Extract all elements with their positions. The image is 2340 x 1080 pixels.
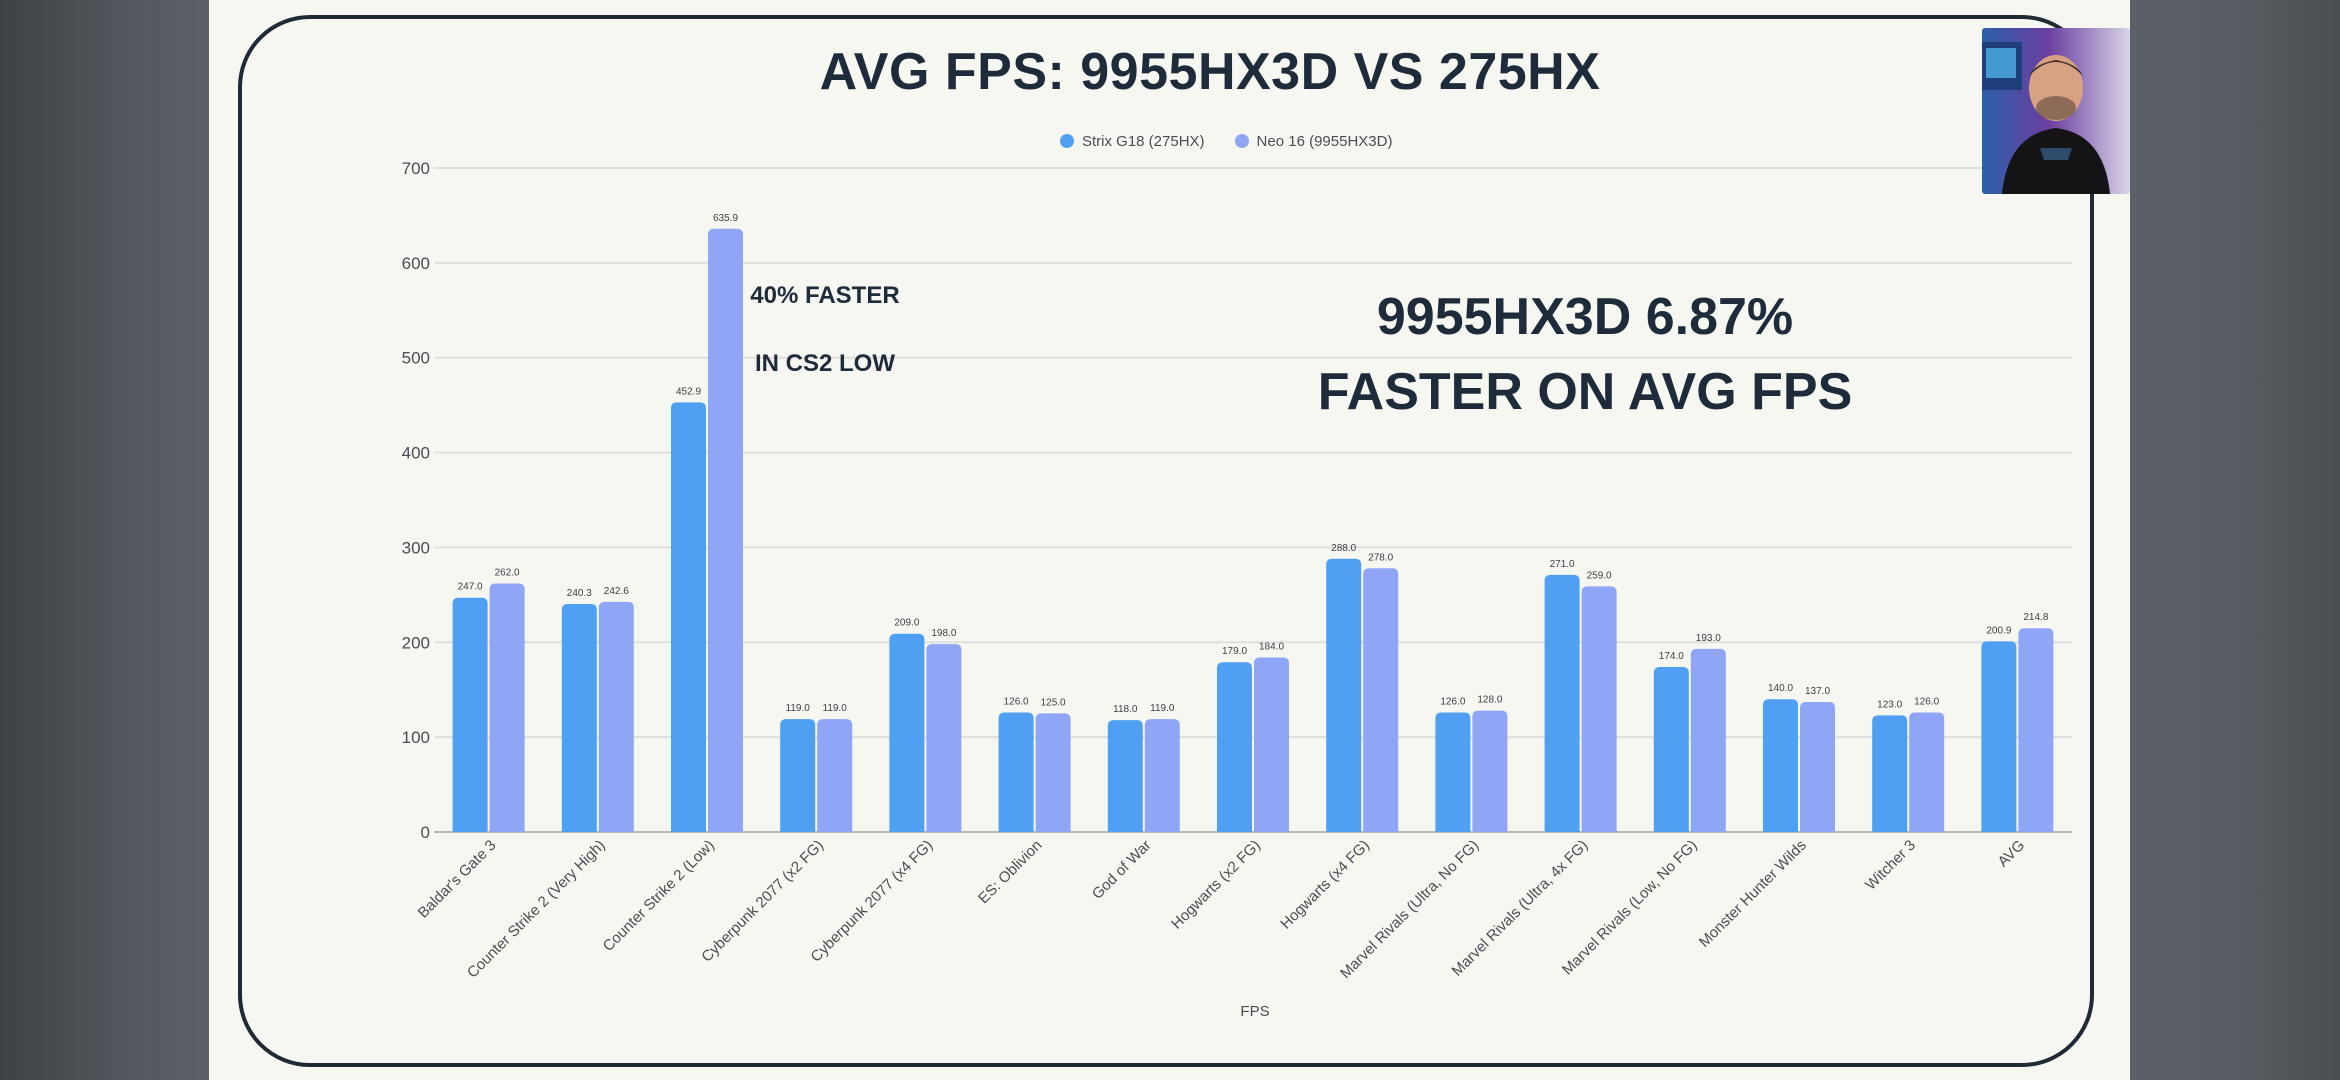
data-label: 123.0 — [1877, 699, 1902, 710]
presentation-slide — [209, 0, 2130, 1080]
bar — [561, 604, 597, 832]
y-tick-label: 600 — [402, 254, 430, 273]
bar — [1909, 712, 1945, 832]
data-label: 635.9 — [713, 213, 738, 224]
data-label: 262.0 — [495, 567, 520, 578]
bar — [1763, 699, 1798, 832]
y-tick-label: 500 — [402, 349, 430, 368]
data-label: 200.9 — [1986, 625, 2011, 636]
data-label: 271.0 — [1550, 559, 1575, 570]
bar — [1107, 720, 1143, 832]
bar — [1363, 568, 1399, 832]
bar — [598, 601, 634, 832]
x-tick-label: Witcher 3 — [1862, 837, 1919, 894]
bar — [1144, 719, 1180, 832]
data-label: 179.0 — [1222, 646, 1247, 657]
data-label: 247.0 — [458, 582, 483, 593]
x-tick-label: Counter Strike 2 (Low) — [600, 837, 718, 955]
bar — [780, 719, 816, 832]
x-axis-label: FPS — [1240, 1003, 1269, 1020]
legend-label-neo: Neo 16 (9955HX3D) — [1256, 132, 1393, 150]
y-tick-label: 300 — [402, 538, 430, 557]
data-label: 126.0 — [1440, 696, 1465, 707]
bar — [1035, 713, 1071, 832]
x-tick-label: Monster Hunter Wilds — [1696, 837, 1810, 951]
bar — [489, 583, 525, 832]
bar — [671, 402, 706, 832]
data-label: 278.0 — [1368, 552, 1393, 563]
data-label: 193.0 — [1696, 633, 1721, 644]
legend-item-neo: Neo 16 (9955HX3D) — [1234, 132, 1393, 150]
webcam-overlay — [1982, 28, 2130, 194]
bar — [1254, 657, 1289, 832]
data-label: 119.0 — [1150, 703, 1175, 714]
x-tick-label: God of War — [1089, 837, 1155, 903]
y-tick-label: 200 — [402, 633, 430, 652]
bar — [1435, 712, 1471, 832]
data-label: 126.0 — [1004, 696, 1029, 707]
video-background-right — [2130, 0, 2340, 1080]
bar — [1800, 702, 1835, 832]
x-tick-label: ES: Oblivion — [975, 837, 1045, 907]
bar — [1872, 715, 1908, 832]
legend-label-strix: Strix G18 (275HX) — [1082, 132, 1205, 150]
bar — [926, 644, 962, 832]
presenter-image — [1982, 28, 2130, 194]
x-tick-label: Cyberpunk 2077 (x2 FG) — [698, 837, 827, 966]
data-label: 118.0 — [1113, 704, 1138, 715]
slide-frame — [238, 15, 2094, 1067]
bar — [1653, 666, 1689, 832]
data-label: 209.0 — [894, 618, 919, 629]
bar — [817, 719, 853, 832]
bar — [1690, 648, 1726, 832]
y-tick-label: 100 — [402, 728, 430, 747]
bar — [708, 228, 743, 833]
data-label: 140.0 — [1768, 683, 1793, 694]
bar — [1981, 641, 2017, 832]
y-tick-label: 700 — [402, 159, 430, 178]
data-label: 214.8 — [2023, 612, 2048, 623]
bar — [1581, 586, 1617, 832]
bar — [1326, 558, 1362, 832]
cs2-annotation-line1: 40% FASTER — [750, 282, 900, 309]
y-tick-label: 0 — [421, 823, 430, 842]
data-label: 174.0 — [1659, 651, 1684, 662]
data-label: 198.0 — [931, 628, 956, 639]
legend-swatch-neo — [1234, 134, 1249, 148]
x-tick-label: Hogwarts (x2 FG) — [1168, 837, 1264, 933]
data-label: 240.3 — [567, 588, 592, 599]
data-label: 242.6 — [604, 586, 629, 597]
bar — [889, 633, 925, 832]
avg-callout-text: 9955HX3D 6.87% FASTER ON AVG FPS — [1317, 288, 1853, 421]
y-tick-label: 400 — [402, 444, 430, 463]
data-label: 119.0 — [823, 703, 848, 714]
x-tick-label: AVG — [1995, 837, 2029, 871]
data-label: 288.0 — [1331, 543, 1356, 554]
data-label: 128.0 — [1477, 695, 1502, 706]
data-label: 452.9 — [676, 386, 701, 397]
data-label: 125.0 — [1041, 697, 1066, 708]
cs2-annotation-line2: IN CS2 LOW — [754, 350, 895, 377]
bar — [1472, 710, 1508, 832]
data-label: 259.0 — [1587, 570, 1612, 581]
legend-item-strix: Strix G18 (275HX) — [1060, 133, 1205, 150]
bar — [1217, 662, 1252, 832]
data-label: 184.0 — [1259, 641, 1284, 652]
bar — [998, 712, 1034, 832]
chart-legend: Strix G18 (275HX) Neo 16 (9955HX3D) — [1060, 128, 1392, 154]
x-tick-label: Hogwarts (x4 FG) — [1277, 837, 1373, 933]
x-tick-label: Baldar's Gate 3 — [415, 837, 500, 922]
data-label: 126.0 — [1914, 696, 1939, 707]
legend-swatch-strix — [1060, 134, 1074, 148]
x-tick-label: Cyberpunk 2077 (x4 FG) — [807, 837, 936, 966]
slide-title: AVG FPS: 9955HX3D VS 275HX — [819, 43, 1601, 101]
bar — [2018, 628, 2054, 832]
bar — [452, 597, 488, 832]
data-label: 137.0 — [1805, 686, 1830, 697]
bar — [1544, 574, 1580, 832]
data-label: 119.0 — [786, 703, 811, 714]
